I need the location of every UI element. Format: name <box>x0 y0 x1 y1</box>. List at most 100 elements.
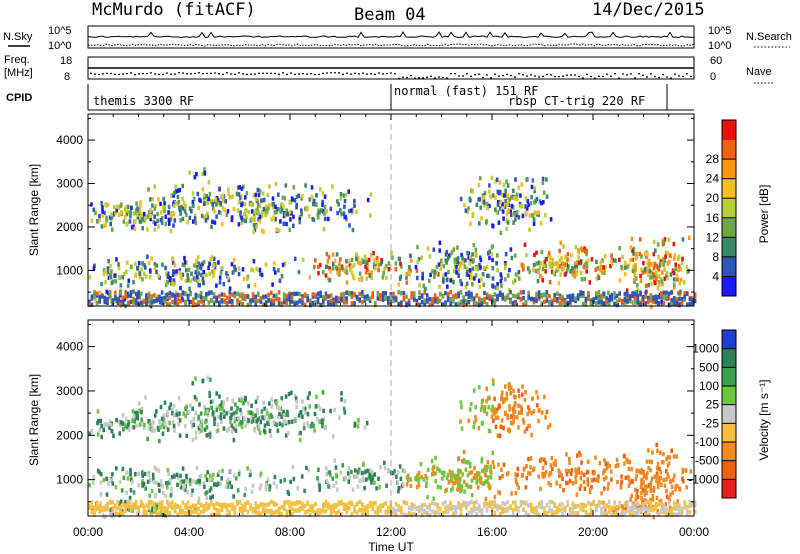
range-gate-cell <box>231 299 234 304</box>
range-gate-cell <box>647 300 650 305</box>
range-gate-cell <box>113 205 116 210</box>
range-gate-cell <box>451 481 455 486</box>
range-gate-cell <box>645 490 649 496</box>
range-gate-cell <box>677 264 681 269</box>
range-gate-cell <box>109 221 112 227</box>
range-gate-cell <box>540 201 543 206</box>
range-gate-cell <box>324 503 328 508</box>
range-gate-cell <box>670 298 673 303</box>
range-gate-cell <box>348 259 351 264</box>
range-gate-cell <box>130 205 133 210</box>
range-gate-cell <box>467 510 471 515</box>
range-gate-cell <box>108 215 112 220</box>
range-gate-cell <box>335 510 338 516</box>
range-gate-cell <box>351 227 355 233</box>
range-gate-cell <box>420 294 424 299</box>
range-gate-cell <box>297 431 301 436</box>
range-gate-cell <box>211 202 214 207</box>
range-gate-cell <box>667 461 671 466</box>
range-gate-cell <box>200 213 204 219</box>
range-gate-cell <box>211 410 215 415</box>
range-gate-cell <box>502 399 505 405</box>
range-gate-cell <box>262 400 265 405</box>
range-gate-cell <box>179 505 182 510</box>
range-gate-cell <box>134 502 138 507</box>
range-gate-cell <box>493 292 497 297</box>
range-gate-cell <box>167 217 171 223</box>
range-gate-cell <box>504 411 507 416</box>
range-gate-cell <box>673 296 676 301</box>
range-gate-cell <box>153 265 157 270</box>
range-gate-cell <box>331 252 335 257</box>
range-gate-cell <box>161 416 164 422</box>
nave-mark <box>398 77 400 80</box>
range-gate-cell <box>324 499 328 505</box>
range-gate-cell <box>331 266 335 271</box>
nave-mark <box>642 74 644 76</box>
range-gate-cell <box>258 415 262 421</box>
range-gate-cell <box>541 471 544 477</box>
range-gate-cell <box>634 267 637 272</box>
range-gate-cell <box>132 502 135 507</box>
range-gate-cell <box>199 291 203 296</box>
range-gate-cell <box>393 469 396 474</box>
range-gate-cell <box>268 203 271 208</box>
range-gate-cell <box>480 404 484 409</box>
range-gate-cell <box>227 192 230 197</box>
range-gate-cell <box>545 290 549 295</box>
range-gate-cell <box>238 397 241 403</box>
range-gate-cell <box>491 507 494 512</box>
range-gate-cell <box>285 297 289 302</box>
range-gate-cell <box>494 285 497 290</box>
range-gate-cell <box>522 267 525 272</box>
range-gate-cell <box>656 448 659 453</box>
range-gate-cell <box>124 508 127 514</box>
range-gate-cell <box>691 301 694 306</box>
range-gate-cell <box>191 191 195 196</box>
range-gate-cell <box>667 509 671 515</box>
range-gate-cell <box>154 467 158 472</box>
range-gate-cell <box>635 473 638 478</box>
range-gate-cell <box>98 427 102 432</box>
range-gate-cell <box>270 510 273 516</box>
range-gate-cell <box>361 470 364 476</box>
range-gate-cell <box>238 506 242 511</box>
range-gate-cell <box>397 507 400 512</box>
range-gate-cell <box>508 407 511 412</box>
range-gate-cell <box>275 227 278 232</box>
colorbar-swatch <box>722 120 736 141</box>
range-gate-cell <box>545 194 549 199</box>
range-gate-cell <box>483 481 486 486</box>
range-gate-cell <box>439 298 442 303</box>
range-gate-cell <box>92 265 96 271</box>
range-gate-cell <box>184 291 187 297</box>
range-gate-cell <box>230 412 233 417</box>
range-gate-cell <box>565 472 569 477</box>
range-gate-cell <box>513 409 517 414</box>
range-gate-cell <box>660 460 664 465</box>
range-gate-cell <box>90 429 93 434</box>
range-gate-cell <box>353 292 356 297</box>
range-gate-cell <box>583 472 586 478</box>
range-gate-cell <box>125 425 129 430</box>
range-gate-cell <box>354 468 357 473</box>
range-gate-cell <box>547 481 550 486</box>
range-gate-cell <box>88 505 91 510</box>
range-gate-cell <box>673 253 677 258</box>
range-gate-cell <box>140 291 143 296</box>
range-gate-cell <box>391 470 395 476</box>
range-gate-cell <box>357 277 361 282</box>
range-gate-cell <box>288 293 291 298</box>
range-gate-cell <box>560 256 563 261</box>
range-gate-cell <box>372 262 376 267</box>
range-gate-cell <box>222 401 226 406</box>
range-gate-cell <box>479 480 482 485</box>
range-gate-cell <box>88 275 92 280</box>
range-gate-cell <box>240 411 243 416</box>
range-gate-cell <box>192 479 195 484</box>
range-gate-cell <box>537 501 541 506</box>
power-ylabel: Slant Range [km] <box>27 164 41 256</box>
range-gate-cell <box>256 205 260 211</box>
range-gate-cell <box>663 276 667 281</box>
